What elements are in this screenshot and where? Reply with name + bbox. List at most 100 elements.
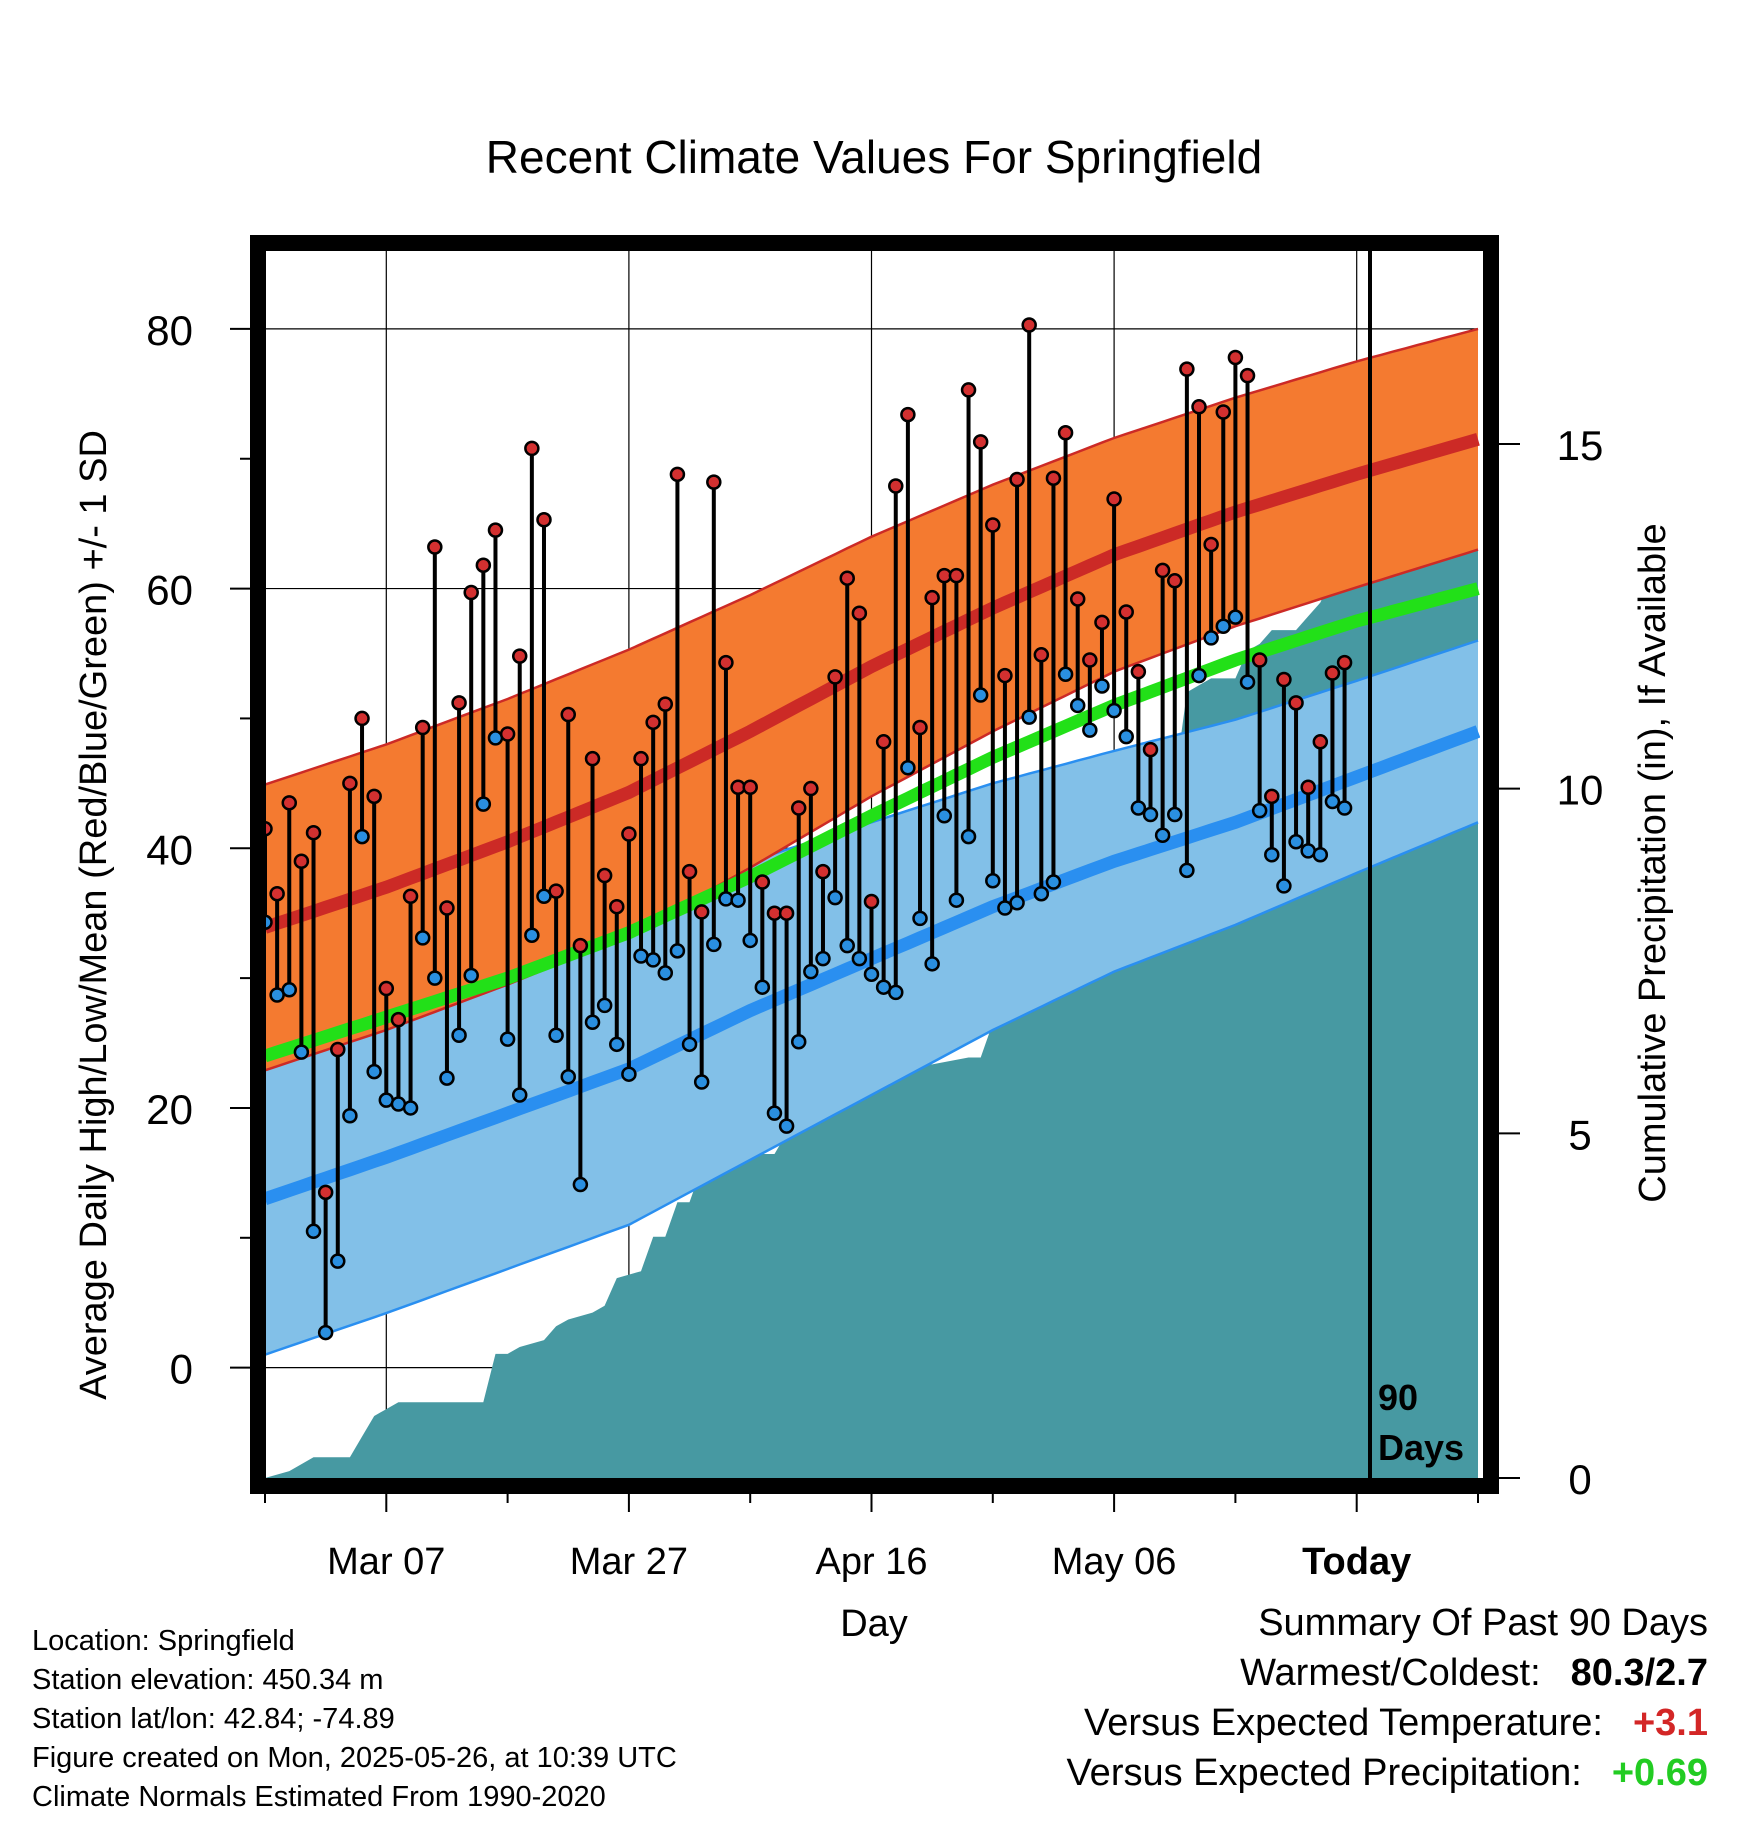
daily-low-point — [1239, 674, 1256, 690]
daily-low-point — [524, 927, 540, 944]
daily-high-point — [1264, 788, 1280, 805]
daily-low-point — [293, 1044, 310, 1060]
daily-low-point — [451, 1027, 467, 1043]
daily-high-point — [1142, 741, 1159, 758]
daily-low-point — [693, 1074, 710, 1090]
high-band-lower-edge — [264, 548, 1479, 1072]
daily-low-point — [1142, 806, 1159, 823]
daily-low-point — [1312, 847, 1329, 863]
station-info: Location: Springfield Station elevation:… — [32, 1622, 677, 1817]
today-days-label: 90 Days — [1378, 1377, 1464, 1468]
daily-high-point — [1215, 404, 1232, 420]
daily-low-point — [1045, 874, 1062, 890]
daily-high-point — [1118, 604, 1134, 620]
daily-high-point — [1130, 663, 1147, 680]
daily-low-point — [803, 963, 819, 980]
daily-high-point — [536, 512, 552, 528]
precip-value: +0.69 — [1611, 1752, 1708, 1794]
y2-tick-label: 10 — [1557, 767, 1604, 814]
daily-high-point — [790, 800, 807, 816]
temp-row: Versus Expected Temperature: +3.1 — [1066, 1698, 1708, 1748]
daily-high-point — [1179, 361, 1195, 377]
precip-row: Versus Expected Precipitation: +0.69 — [1066, 1748, 1708, 1798]
daily-low-point — [985, 872, 1001, 889]
daily-low-point — [1106, 702, 1122, 719]
daily-high-point — [1082, 652, 1098, 668]
daily-low-point — [1203, 630, 1219, 646]
daily-high-point — [657, 696, 674, 712]
daily-high-point — [402, 888, 419, 905]
y2-tick-label: 0 — [1568, 1456, 1591, 1503]
daily-low-point — [924, 956, 940, 972]
daily-low-point — [1251, 802, 1268, 819]
x-axis-label: Day — [840, 1603, 908, 1645]
chart-title: Recent Climate Values For Springfield — [486, 131, 1262, 183]
daily-high-point — [451, 695, 467, 711]
created-text: Figure created on Mon, 2025-05-26, at 10… — [32, 1742, 677, 1774]
daily-low-point — [1154, 827, 1171, 844]
daily-high-point — [863, 893, 880, 910]
summary-panel: Summary Of Past 90 Days Warmest/Coldest:… — [1066, 1598, 1708, 1798]
daily-low-point — [366, 1063, 382, 1080]
daily-low-point — [1324, 793, 1341, 810]
daily-high-point — [1227, 349, 1244, 366]
daily-high-point — [499, 726, 516, 742]
daily-high-point — [427, 539, 443, 555]
y2-tick-label: 15 — [1557, 422, 1604, 469]
daily-high-point — [1300, 779, 1316, 795]
daily-low-point — [706, 936, 722, 953]
low-band-lower-edge — [264, 821, 1479, 1356]
daily-high-point — [354, 710, 370, 727]
daily-low-point — [463, 967, 479, 984]
daily-high-point — [330, 1041, 346, 1058]
daily-high-point — [633, 750, 649, 767]
daily-high-point — [985, 517, 1001, 533]
daily-high-point — [475, 557, 492, 573]
daily-low-point — [1033, 885, 1050, 902]
x-tick-label: Apr 16 — [816, 1541, 928, 1583]
daily-high-point — [414, 719, 431, 736]
temp-value: +3.1 — [1632, 1702, 1708, 1744]
daily-high-point — [827, 669, 843, 685]
y-tick-label: 80 — [146, 307, 193, 354]
daily-high-point — [1167, 573, 1183, 589]
elevation-text: Station elevation: 450.34 m — [32, 1664, 384, 1696]
daily-high-point — [366, 788, 382, 805]
daily-low-point — [657, 965, 674, 981]
daily-low-point — [475, 796, 492, 812]
daily-low-point — [427, 970, 443, 986]
daily-high-point — [487, 522, 504, 538]
daily-low-point — [1167, 806, 1183, 823]
daily-high-point — [1154, 562, 1171, 579]
daily-low-point — [827, 889, 843, 906]
daily-low-point — [1227, 609, 1244, 625]
daily-low-point — [936, 808, 953, 824]
daily-low-point — [790, 1033, 807, 1050]
daily-low-point — [851, 950, 868, 967]
daily-high-point — [1106, 491, 1122, 507]
daily-high-point — [972, 434, 989, 450]
daily-high-point — [645, 714, 661, 731]
daily-high-point — [888, 478, 904, 494]
daily-high-point — [948, 567, 965, 584]
daily-low-point — [330, 1253, 346, 1269]
y2-tick-label: 5 — [1568, 1111, 1591, 1158]
daily-low-point — [888, 984, 904, 1001]
daily-low-point — [972, 687, 989, 703]
daily-low-point — [754, 979, 771, 995]
daily-high-point — [1312, 734, 1329, 750]
daily-high-point — [1009, 471, 1025, 488]
daily-high-point — [1288, 695, 1304, 711]
daily-high-point — [912, 719, 928, 736]
daily-low-point — [1082, 722, 1098, 738]
daily-low-point — [1130, 800, 1147, 816]
daily-high-point — [681, 863, 698, 880]
daily-low-point — [1336, 800, 1353, 816]
daily-high-point — [621, 826, 637, 842]
daily-low-point — [414, 930, 431, 946]
plot-frame — [250, 235, 1499, 1494]
daily-low-point — [317, 1324, 334, 1341]
axes-layer: 0 20 40 60 80 0 5 10 15 Mar 07 Mar 27 Apr 16 May 06 T… — [146, 307, 1603, 1583]
daily-high-point — [960, 382, 977, 398]
